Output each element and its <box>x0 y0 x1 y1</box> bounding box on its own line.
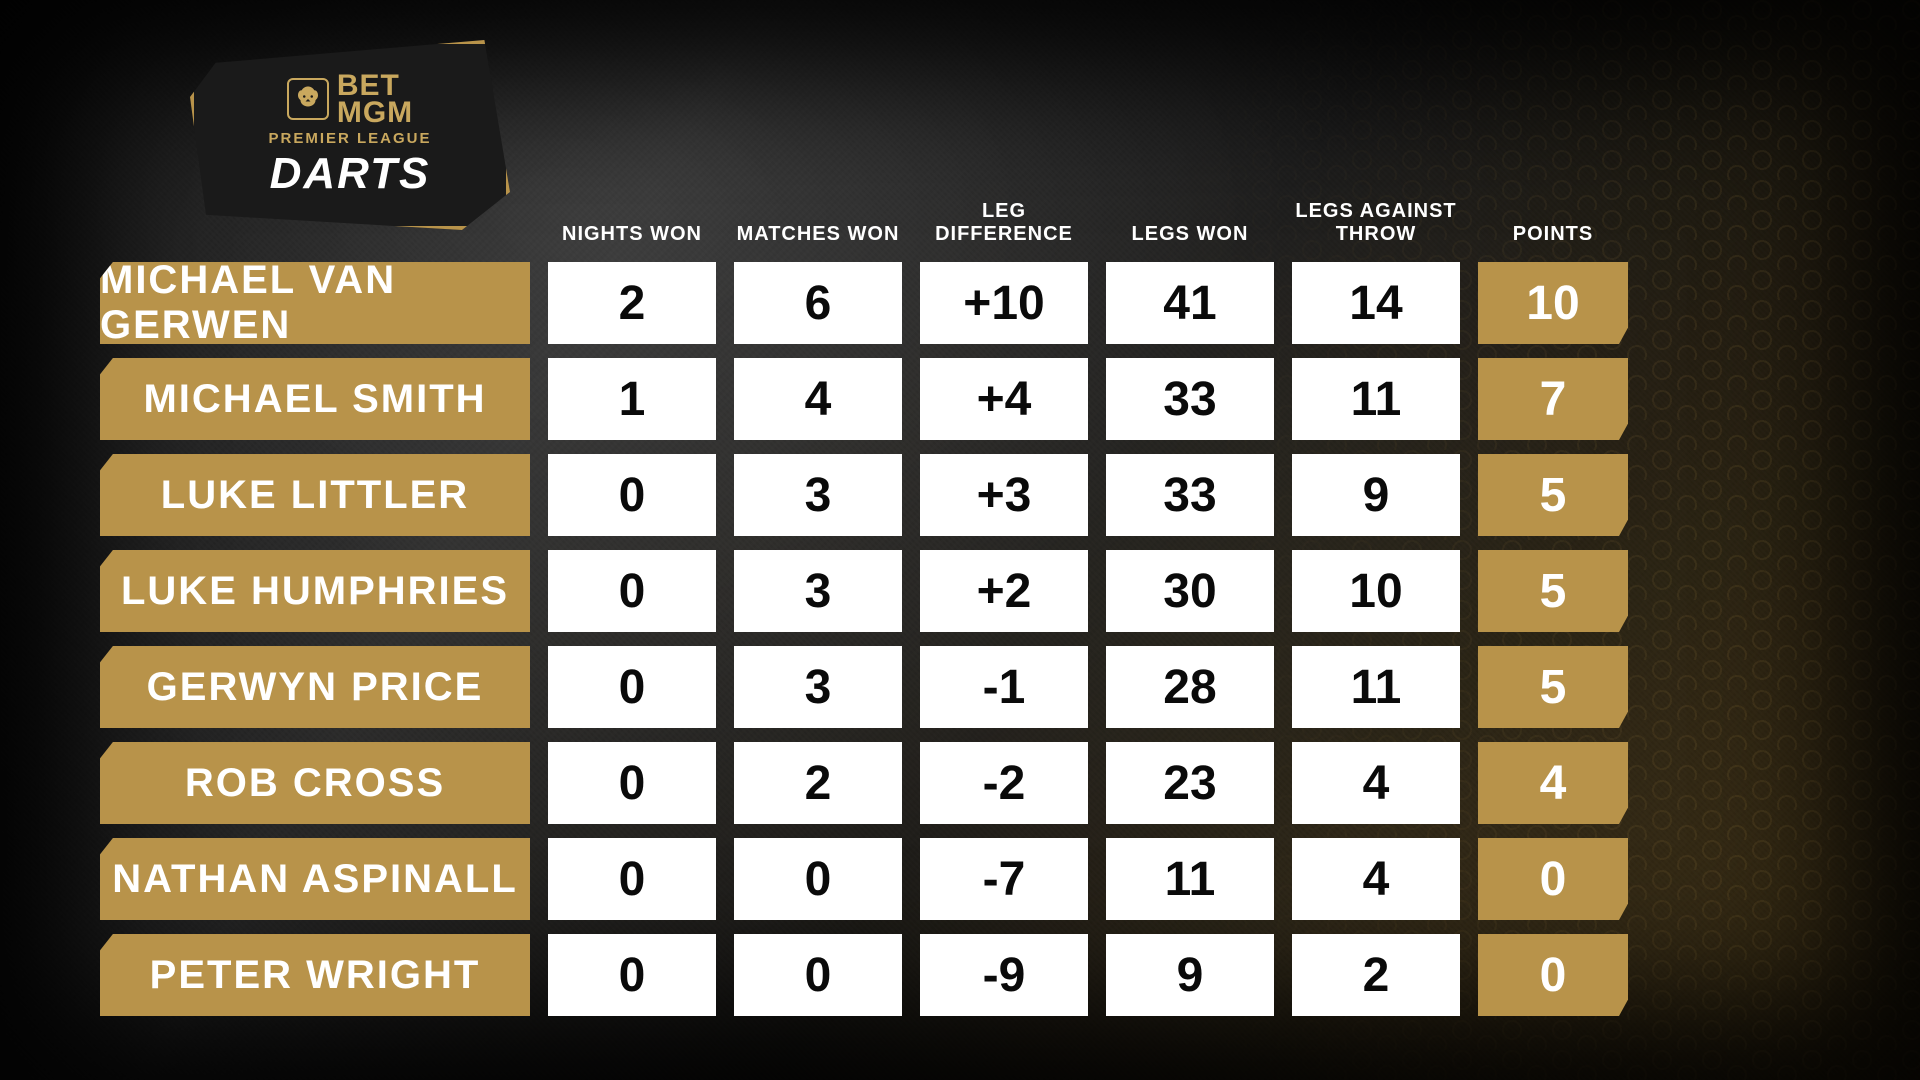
table-row: NATHAN ASPINALL00-71140 <box>100 838 1840 920</box>
logo-title: DARTS <box>270 149 431 199</box>
stat-legs_won: 28 <box>1106 646 1274 728</box>
table-row: ROB CROSS02-22344 <box>100 742 1840 824</box>
col-header: LEG DIFFERENCE <box>920 200 1088 252</box>
stat-leg_diff: -1 <box>920 646 1088 728</box>
logo-brand-top: BET <box>337 72 413 99</box>
points-cell: 0 <box>1478 934 1628 1016</box>
stat-nights_won: 0 <box>548 550 716 632</box>
stat-leg_diff: +3 <box>920 454 1088 536</box>
stat-leg_diff: +2 <box>920 550 1088 632</box>
player-name: MICHAEL VAN GERWEN <box>100 262 530 344</box>
standings-table: NIGHTS WON MATCHES WON LEG DIFFERENCE LE… <box>100 200 1840 1030</box>
stat-legs_won: 30 <box>1106 550 1274 632</box>
table-row: GERWYN PRICE03-128115 <box>100 646 1840 728</box>
col-header: LEGS AGAINST THROW <box>1292 200 1460 252</box>
col-header: NIGHTS WON <box>548 200 716 252</box>
table-row: MICHAEL VAN GERWEN26+10411410 <box>100 262 1840 344</box>
player-name: LUKE HUMPHRIES <box>100 550 530 632</box>
stat-legs_against_throw: 14 <box>1292 262 1460 344</box>
points-cell: 4 <box>1478 742 1628 824</box>
lion-icon <box>287 78 329 120</box>
table-row: PETER WRIGHT00-9920 <box>100 934 1840 1016</box>
stat-legs_against_throw: 10 <box>1292 550 1460 632</box>
points-cell: 5 <box>1478 550 1628 632</box>
stat-nights_won: 0 <box>548 646 716 728</box>
points-cell: 5 <box>1478 454 1628 536</box>
stat-leg_diff: -9 <box>920 934 1088 1016</box>
stat-leg_diff: +10 <box>920 262 1088 344</box>
stat-leg_diff: -2 <box>920 742 1088 824</box>
stat-nights_won: 1 <box>548 358 716 440</box>
stat-legs_won: 33 <box>1106 358 1274 440</box>
player-name: NATHAN ASPINALL <box>100 838 530 920</box>
stat-legs_against_throw: 11 <box>1292 646 1460 728</box>
stat-legs_won: 9 <box>1106 934 1274 1016</box>
col-header: MATCHES WON <box>734 200 902 252</box>
stat-nights_won: 0 <box>548 934 716 1016</box>
player-name: ROB CROSS <box>100 742 530 824</box>
stat-legs_against_throw: 2 <box>1292 934 1460 1016</box>
stat-legs_against_throw: 4 <box>1292 838 1460 920</box>
stat-leg_diff: +4 <box>920 358 1088 440</box>
stat-matches_won: 3 <box>734 646 902 728</box>
player-name: MICHAEL SMITH <box>100 358 530 440</box>
stat-matches_won: 4 <box>734 358 902 440</box>
logo-brand-bottom: MGM <box>337 99 413 126</box>
stat-legs_against_throw: 9 <box>1292 454 1460 536</box>
points-cell: 10 <box>1478 262 1628 344</box>
table-row: MICHAEL SMITH14+433117 <box>100 358 1840 440</box>
player-name: PETER WRIGHT <box>100 934 530 1016</box>
points-cell: 0 <box>1478 838 1628 920</box>
stat-legs_won: 11 <box>1106 838 1274 920</box>
table-header-row: NIGHTS WON MATCHES WON LEG DIFFERENCE LE… <box>100 200 1840 252</box>
stat-nights_won: 0 <box>548 742 716 824</box>
player-name: LUKE LITTLER <box>100 454 530 536</box>
stat-legs_won: 41 <box>1106 262 1274 344</box>
logo-subtitle: PREMIER LEAGUE <box>268 130 431 147</box>
table-row: LUKE LITTLER03+33395 <box>100 454 1840 536</box>
stat-matches_won: 0 <box>734 838 902 920</box>
player-name: GERWYN PRICE <box>100 646 530 728</box>
stat-matches_won: 2 <box>734 742 902 824</box>
stat-leg_diff: -7 <box>920 838 1088 920</box>
stat-legs_won: 23 <box>1106 742 1274 824</box>
stat-matches_won: 3 <box>734 454 902 536</box>
stat-matches_won: 0 <box>734 934 902 1016</box>
points-cell: 7 <box>1478 358 1628 440</box>
stat-nights_won: 0 <box>548 454 716 536</box>
stat-legs_won: 33 <box>1106 454 1274 536</box>
table-row: LUKE HUMPHRIES03+230105 <box>100 550 1840 632</box>
stat-nights_won: 0 <box>548 838 716 920</box>
stat-matches_won: 6 <box>734 262 902 344</box>
stat-matches_won: 3 <box>734 550 902 632</box>
stat-legs_against_throw: 11 <box>1292 358 1460 440</box>
col-header-points: POINTS <box>1478 200 1628 252</box>
points-cell: 5 <box>1478 646 1628 728</box>
col-header: LEGS WON <box>1106 200 1274 252</box>
stat-nights_won: 2 <box>548 262 716 344</box>
stat-legs_against_throw: 4 <box>1292 742 1460 824</box>
